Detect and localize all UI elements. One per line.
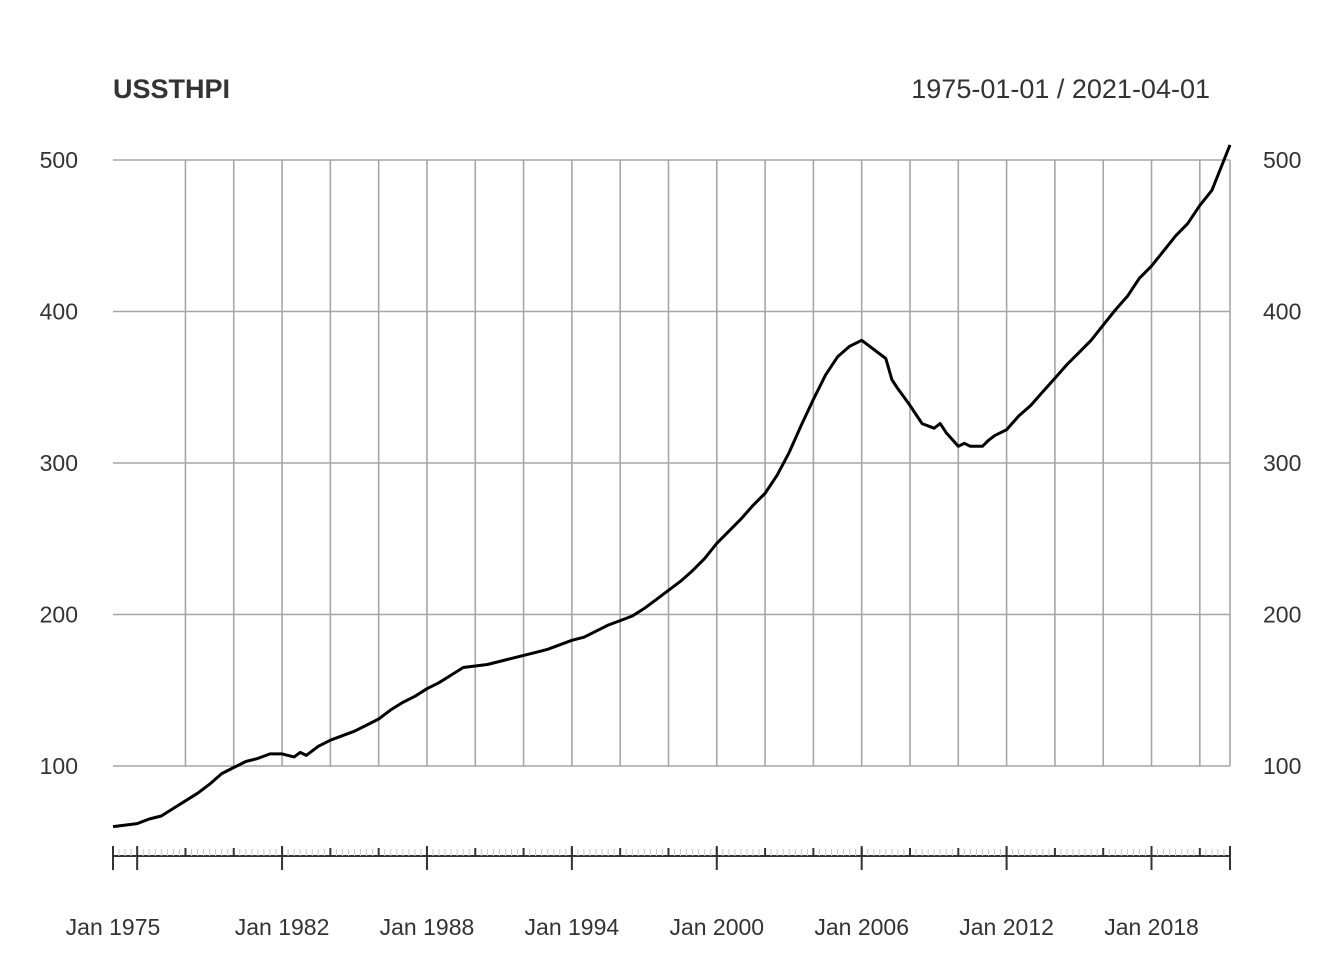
x-tick-label: Jan 2006 [814,914,909,940]
series-line-0 [112,144,1232,829]
x-tick-label: Jan 1975 [66,914,161,940]
x-axis: Jan 1975 Jan 1982 Jan 1988 Jan 1994 Jan 2000… [66,846,1231,940]
chart-title: USSTHPI [113,74,230,104]
x-tick-label: Jan 1982 [235,914,330,940]
y-tick-label-left: 100 [40,753,78,779]
y-tick-label-left: 200 [40,602,78,628]
gridlines [113,159,1231,767]
y-tick-label-left: 500 [40,147,78,173]
y-tick-label-right: 400 [1263,299,1301,325]
y-axis-left: 100 200 300 400 500 [40,147,78,779]
series-group [112,144,1232,829]
y-axis-right: 100 200 300 400 500 [1263,147,1301,779]
y-tick-label-left: 400 [40,299,78,325]
y-tick-label-left: 300 [40,450,78,476]
x-tick-label: Jan 1988 [380,914,475,940]
y-tick-label-right: 200 [1263,602,1301,628]
x-tick-label: Jan 2000 [669,914,764,940]
x-tick-label: Jan 1994 [525,914,620,940]
x-tick-label: Jan 2018 [1104,914,1199,940]
y-tick-label-right: 500 [1263,147,1301,173]
x-tick-label: Jan 2012 [959,914,1054,940]
y-tick-label-right: 100 [1263,753,1301,779]
y-tick-label-right: 300 [1263,450,1301,476]
date-range-label: 1975-01-01 / 2021-04-01 [911,74,1210,104]
